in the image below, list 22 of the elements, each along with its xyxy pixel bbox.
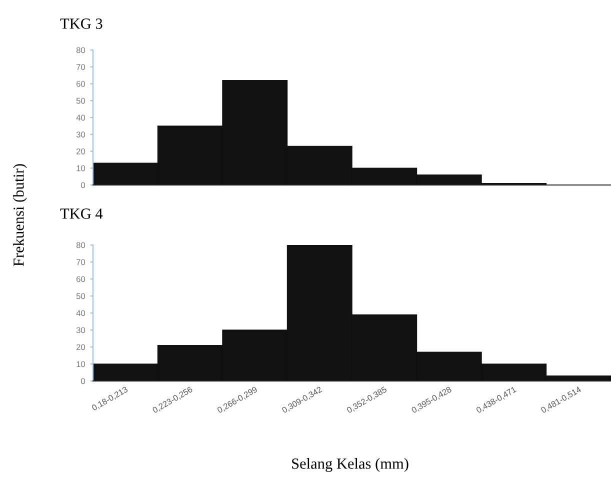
y-tick-label: 60 xyxy=(76,276,86,282)
y-tick-label: 80 xyxy=(76,47,86,54)
y-tick-label: 60 xyxy=(76,80,86,87)
y-tick-label: 50 xyxy=(76,98,86,104)
y-tick-label: 30 xyxy=(76,132,86,138)
y-tick-label: 40 xyxy=(76,310,86,316)
y-tick-label: 20 xyxy=(76,148,86,154)
y-tick-label: 0 xyxy=(81,182,86,188)
x-axis-title: Selang Kelas (mm) xyxy=(292,458,408,472)
y-tick-label: 80 xyxy=(76,242,86,248)
y-tick-label: 40 xyxy=(76,114,86,121)
y-tick-label: 70 xyxy=(76,259,86,266)
y-axis-title: Frekuensi (butir) xyxy=(13,164,27,266)
y-tick-label: 10 xyxy=(76,165,86,172)
chart-title: TKG 4 xyxy=(60,208,103,219)
y-tick-label: 50 xyxy=(76,293,86,300)
y-tick-label: 0 xyxy=(81,378,86,384)
y-tick-label: 20 xyxy=(76,344,86,350)
chart-title: TKG 3 xyxy=(60,18,102,29)
y-tick-label: 10 xyxy=(76,361,86,368)
y-tick-label: 30 xyxy=(76,327,86,334)
y-tick-label: 70 xyxy=(76,64,86,70)
